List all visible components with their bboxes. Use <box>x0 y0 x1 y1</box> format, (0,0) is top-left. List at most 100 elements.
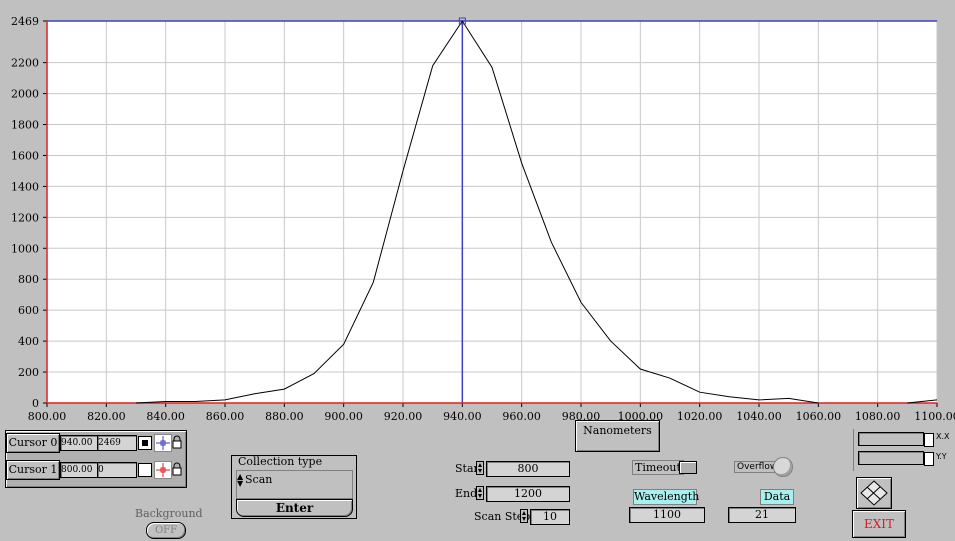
y-tick-label: 2000 <box>11 88 39 101</box>
end-spinner-icon[interactable] <box>476 486 484 500</box>
y-tick-label: 200 <box>18 366 39 379</box>
cursor-1-style-swatch[interactable] <box>138 463 152 477</box>
cursor-1-x[interactable]: 800.00 <box>60 462 98 478</box>
y-scale-slider-icon[interactable] <box>924 452 934 466</box>
collection-type-value: Scan <box>245 473 273 486</box>
data-label: Data <box>760 489 794 505</box>
data-point <box>877 402 879 404</box>
collection-type-label: Collection type <box>238 455 323 468</box>
x-tick-label: 1040.00 <box>736 410 782 423</box>
y-tick-label: 1800 <box>11 119 39 132</box>
timeout-label: Timeout <box>632 460 684 475</box>
x-axis-label: Nanometers <box>583 424 652 437</box>
data-point <box>907 402 909 404</box>
y-tick-label: 2469 <box>11 15 39 28</box>
data-point <box>165 401 167 403</box>
x-tick-label: 860.00 <box>206 410 245 423</box>
data-value: 21 <box>728 507 796 523</box>
cursor-panel: Cursor 0 940.00 2469 Cursor 1 800.00 0 <box>5 430 187 488</box>
data-point <box>313 373 315 375</box>
cursor-1-y[interactable]: 0 <box>97 462 137 478</box>
data-point <box>491 66 493 68</box>
collection-type-spinner-icon[interactable]: ▲ ▼ <box>237 472 244 488</box>
cursor-0-lock-icon[interactable] <box>172 435 182 449</box>
data-point <box>788 398 790 400</box>
scan-step-label: Scan Step <box>474 510 531 523</box>
y-scale-field[interactable] <box>858 451 924 465</box>
x-tick-label: 820.00 <box>87 410 126 423</box>
x-tick-label: 960.00 <box>502 410 541 423</box>
cursor-0-name[interactable]: Cursor 0 <box>6 433 60 453</box>
cursor-0-marker <box>458 17 466 25</box>
y-tick-label: 1600 <box>11 149 39 162</box>
x-tick-label: 940.00 <box>443 410 482 423</box>
data-point <box>76 402 78 404</box>
x-tick-label: 1020.00 <box>677 410 723 423</box>
y-tick-label: 2200 <box>11 57 39 70</box>
data-point <box>640 368 642 370</box>
cursor-1-name[interactable]: Cursor 1 <box>6 460 60 480</box>
start-input[interactable]: 800 <box>486 461 570 477</box>
pan-zoom-icon <box>860 480 888 506</box>
scan-step-spinner-icon[interactable] <box>520 509 528 523</box>
y-tick-label: 0 <box>32 397 39 410</box>
enter-button[interactable]: Enter <box>236 499 353 517</box>
data-point <box>195 401 197 403</box>
background-toggle[interactable]: OFF <box>146 522 186 539</box>
x-tick-label: 840.00 <box>146 410 185 423</box>
data-point <box>758 399 760 401</box>
start-spinner-icon[interactable] <box>476 461 484 475</box>
data-point <box>847 402 849 404</box>
data-point <box>610 340 612 342</box>
data-point <box>521 162 523 164</box>
cursor-1-lock-icon[interactable] <box>172 462 182 476</box>
x-tick-label: 800.00 <box>28 410 67 423</box>
data-point <box>936 399 938 401</box>
cursor-0-x[interactable]: 940.00 <box>60 435 98 451</box>
y-tick-label: 1000 <box>11 242 39 255</box>
exit-button[interactable]: EXIT <box>852 510 906 538</box>
wavelength-value: 1100 <box>629 507 705 523</box>
cursor-row-1: Cursor 1 800.00 0 <box>6 460 186 482</box>
x-scale-label[interactable]: X.X <box>936 432 950 441</box>
x-tick-label: 920.00 <box>384 410 423 423</box>
data-point <box>46 402 48 404</box>
data-point <box>135 402 137 404</box>
data-point <box>284 388 286 390</box>
y-tick-label: 1200 <box>11 211 39 224</box>
data-point <box>818 402 820 404</box>
background-label: Background <box>135 507 203 520</box>
pan-zoom-button[interactable] <box>856 477 892 509</box>
exit-label: EXIT <box>863 517 895 531</box>
cursor-0-style-swatch[interactable] <box>138 436 152 450</box>
cursor-row-0: Cursor 0 940.00 2469 <box>6 433 186 455</box>
x-tick-label: 880.00 <box>265 410 304 423</box>
x-axis-label-button[interactable]: Nanometers <box>575 420 660 452</box>
data-point <box>432 65 434 67</box>
x-tick-label: 980.00 <box>562 410 601 423</box>
end-input[interactable]: 1200 <box>486 486 570 502</box>
x-scale-field[interactable] <box>858 432 924 446</box>
plot-area[interactable]: 800.00 820.00 840.00 860.00 880.00 900.00 920.… <box>0 0 955 430</box>
wavelength-label: Wavelength <box>633 489 700 505</box>
cursor-0-crosshair-icon[interactable] <box>154 434 172 452</box>
data-point <box>224 399 226 401</box>
data-point <box>106 402 108 404</box>
timeout-led <box>679 461 697 474</box>
data-point <box>402 170 404 172</box>
cursor-1-crosshair-icon[interactable] <box>154 461 172 479</box>
collection-type-ring[interactable]: ▲ ▼ Scan <box>236 470 353 499</box>
x-scale-slider-icon[interactable] <box>924 433 934 447</box>
end-label: End <box>455 487 478 500</box>
collection-type-panel: Collection type ▲ ▼ Scan Enter <box>231 455 357 519</box>
y-scale-label[interactable]: Y.Y <box>936 452 947 461</box>
overflow-led <box>773 457 793 477</box>
data-point <box>462 20 464 22</box>
x-tick-label: 1000.00 <box>618 410 664 423</box>
scale-legend: X.X Y.Y <box>853 429 955 471</box>
scan-step-input[interactable]: 10 <box>530 509 570 525</box>
y-tick-label: 1400 <box>11 180 39 193</box>
cursor-0-y[interactable]: 2469 <box>97 435 137 451</box>
data-point <box>729 396 731 398</box>
data-point <box>699 391 701 393</box>
